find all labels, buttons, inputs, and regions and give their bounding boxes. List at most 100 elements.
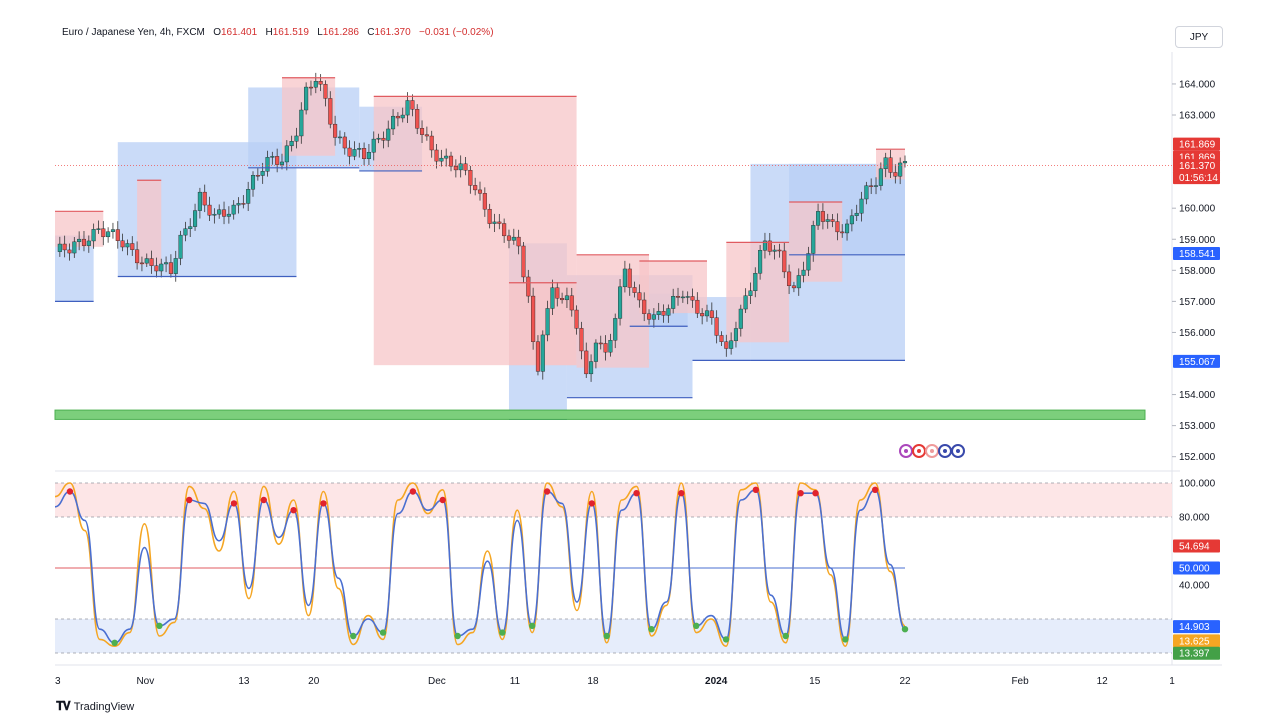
candle-body — [642, 299, 647, 314]
candle-body — [410, 100, 415, 110]
candle-body — [627, 268, 632, 288]
candle-body — [898, 162, 903, 177]
osc-label-box — [1173, 634, 1220, 648]
osc-label-box — [1173, 561, 1220, 575]
candle-body — [729, 340, 734, 349]
candle-body — [502, 223, 507, 237]
overbought-marker — [797, 490, 804, 497]
candle-body — [560, 298, 565, 301]
candle-body — [357, 148, 362, 150]
candle-body — [448, 155, 454, 167]
candle-body — [188, 226, 193, 229]
candle-body — [342, 136, 347, 149]
candle-body — [787, 271, 792, 286]
candle-body — [415, 109, 420, 129]
change-value: −0.031 (−0.02%) — [419, 27, 494, 38]
zone-layer — [55, 77, 905, 420]
oversold-marker — [603, 632, 610, 640]
candle-body — [453, 165, 458, 171]
candle-body — [569, 295, 574, 311]
overbought-marker — [543, 488, 551, 495]
candle-body — [328, 98, 333, 125]
time-tick-label: 1 — [1169, 676, 1175, 687]
candle-body — [511, 236, 516, 241]
open-label: O — [213, 27, 221, 38]
candle-body — [690, 296, 695, 301]
candle-body — [603, 343, 608, 353]
symbol-name: Euro / Japanese Yen, 4h, FXCM — [62, 27, 205, 38]
overbought-marker — [439, 496, 446, 504]
indicator-badge-dot-icon — [943, 449, 947, 453]
brand-text: TradingView — [73, 700, 135, 713]
grid-layer — [55, 52, 1222, 666]
candle-body — [791, 285, 796, 289]
candle-body — [284, 145, 289, 163]
candle-body — [888, 157, 893, 173]
candle-body — [733, 328, 739, 341]
candle-body — [535, 341, 540, 372]
candle-body — [96, 228, 101, 230]
candle-body — [796, 275, 801, 289]
candle-body — [212, 213, 217, 216]
candle-body — [333, 123, 338, 138]
price-label-box — [1173, 159, 1220, 173]
candle-body — [801, 269, 806, 276]
candle-body — [482, 193, 487, 210]
resistance-zone — [726, 242, 790, 343]
candle-body — [758, 250, 763, 274]
time-tick-label: 22 — [900, 676, 912, 687]
candle-body — [714, 317, 719, 336]
candle-body — [197, 191, 202, 211]
osc-label-text: 13.397 — [1179, 649, 1210, 660]
oversold-marker — [901, 626, 909, 633]
candle-body — [386, 128, 391, 141]
candle-body — [719, 335, 724, 342]
candle-body — [139, 262, 144, 265]
candle-body — [767, 240, 772, 252]
oversold-marker — [454, 632, 461, 640]
candle-body — [86, 240, 91, 246]
candle-body — [878, 168, 883, 186]
overbought-marker — [290, 507, 297, 514]
candle-body — [159, 263, 164, 272]
currency-button[interactable]: JPY — [1175, 26, 1223, 48]
candle-body — [666, 308, 671, 316]
symbol-header: Euro / Japanese Yen, 4h, FXCM O161.401 H… — [62, 27, 494, 38]
candle-body — [685, 296, 690, 298]
price-label-text: 01:56:14 — [1179, 173, 1218, 184]
price-tick-label: 152.000 — [1179, 452, 1216, 463]
price-tick-label: 154.000 — [1179, 390, 1216, 401]
oversold-marker — [379, 629, 387, 636]
candle-body — [540, 334, 545, 372]
candle-body — [487, 208, 492, 224]
price-tick-label: 157.000 — [1179, 297, 1216, 308]
overbought-marker — [871, 486, 879, 493]
level-layer — [54, 77, 1172, 421]
candle-body — [106, 231, 111, 238]
candle-body — [81, 238, 87, 246]
candle-body — [135, 249, 140, 264]
candle-body — [236, 203, 241, 206]
candle-body — [622, 268, 627, 288]
candle-body — [434, 149, 439, 162]
candle-body — [173, 258, 178, 274]
overbought-marker — [752, 486, 760, 493]
osc-label-box — [1173, 646, 1220, 660]
candle-body — [748, 290, 753, 296]
candle-body — [202, 191, 207, 206]
overbought-marker — [678, 490, 685, 497]
oversold-marker — [842, 636, 849, 643]
resistance-zone — [137, 180, 162, 265]
overbought-band — [55, 483, 1172, 517]
candle-body — [308, 86, 314, 89]
candle-body — [323, 83, 328, 99]
tradingview-brand[interactable]: 𝐓𝐕 TradingView — [56, 699, 134, 714]
candle-body — [806, 253, 811, 271]
indicator-badge-dot-icon — [904, 449, 908, 453]
candle-body — [646, 313, 652, 320]
candle-body — [661, 311, 666, 316]
oversold-marker — [350, 632, 357, 640]
candle-body — [67, 249, 72, 254]
candle-body — [125, 243, 130, 248]
